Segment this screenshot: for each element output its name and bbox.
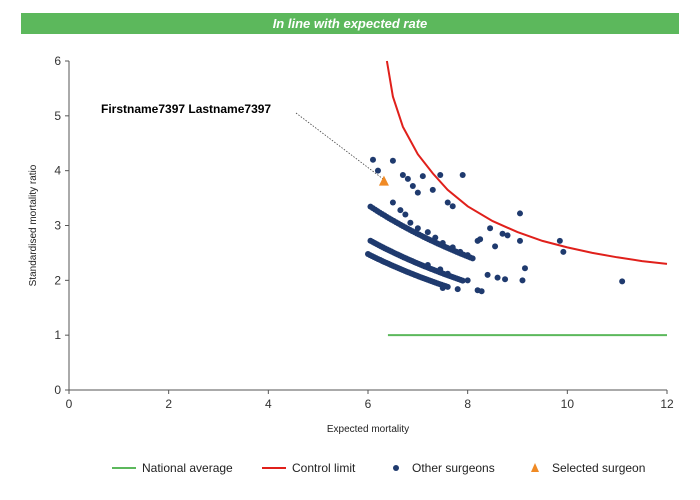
legend-control-limit-label: Control limit <box>292 461 356 475</box>
y-tick-label: 3 <box>54 219 61 233</box>
other-surgeon-point <box>399 172 406 179</box>
other-surgeon-point <box>459 172 466 179</box>
legend-other-surgeons-label: Other surgeons <box>412 461 495 475</box>
other-surgeon-point <box>521 265 528 272</box>
x-axis-label: Expected mortality <box>327 424 409 435</box>
y-tick-label: 1 <box>54 328 61 342</box>
selected-surgeon-marker <box>378 175 389 186</box>
other-surgeon-point <box>499 230 506 237</box>
legend-selected-surgeon-swatch <box>531 463 539 472</box>
other-surgeon-point <box>487 225 494 232</box>
other-surgeon-point <box>407 219 414 226</box>
x-tick-label: 0 <box>66 397 73 411</box>
legend-other-surgeons-swatch <box>393 465 399 471</box>
other-surgeon-point <box>437 172 444 179</box>
control-limit-line <box>385 60 668 265</box>
x-tick-label: 4 <box>265 397 272 411</box>
other-surgeon-point <box>389 199 396 206</box>
legend-selected-surgeon-label: Selected surgeon <box>552 461 645 475</box>
x-tick-label: 6 <box>365 397 372 411</box>
other-surgeon-point <box>389 157 396 164</box>
other-surgeon-point <box>414 189 421 196</box>
status-banner: In line with expected rate <box>21 13 679 34</box>
other-surgeon-point <box>516 237 523 244</box>
other-surgeon-point <box>619 278 626 285</box>
other-surgeon-point <box>560 248 567 255</box>
y-axis-label: Standardised mortality ratio <box>28 164 39 286</box>
other-surgeon-point <box>424 229 431 236</box>
other-surgeon-point <box>444 199 451 206</box>
other-surgeon-point <box>516 210 523 217</box>
y-tick-label: 2 <box>54 273 61 287</box>
other-surgeon-point <box>397 207 404 214</box>
other-surgeon-point <box>459 277 466 284</box>
other-surgeon-point <box>477 236 484 243</box>
other-surgeon-point <box>449 203 456 210</box>
other-surgeon-point <box>369 156 376 163</box>
x-tick-label: 2 <box>165 397 172 411</box>
other-surgeon-point <box>429 186 436 193</box>
other-surgeon-point <box>484 271 491 278</box>
other-surgeon-point <box>492 243 499 250</box>
y-tick-label: 4 <box>54 164 61 178</box>
y-tick-label: 0 <box>54 383 61 397</box>
other-surgeon-point <box>464 277 471 284</box>
other-surgeon-point <box>402 211 409 218</box>
other-surgeon-point <box>419 173 426 180</box>
other-surgeon-point <box>504 232 511 239</box>
other-surgeon-point <box>556 237 563 244</box>
y-tick-label: 5 <box>54 109 61 123</box>
other-surgeon-point <box>478 288 485 295</box>
other-surgeon-point <box>454 286 461 293</box>
other-surgeon-point <box>409 183 416 190</box>
y-tick-label: 6 <box>54 54 61 68</box>
other-surgeon-point <box>469 255 476 262</box>
selected-surgeon-label: Firstname7397 Lastname7397 <box>101 102 271 116</box>
other-surgeon-point <box>502 276 509 283</box>
x-tick-label: 10 <box>561 397 575 411</box>
other-surgeon-point <box>374 167 381 174</box>
x-tick-label: 8 <box>464 397 471 411</box>
annotation-leader-line <box>295 112 385 180</box>
other-surgeon-point <box>519 277 526 284</box>
other-surgeon-point <box>404 175 411 182</box>
x-tick-label: 12 <box>660 397 674 411</box>
other-surgeon-point <box>494 274 501 281</box>
legend-national-average-label: National average <box>142 461 233 475</box>
other-surgeon-point <box>414 225 421 232</box>
other-surgeon-point <box>444 283 451 290</box>
